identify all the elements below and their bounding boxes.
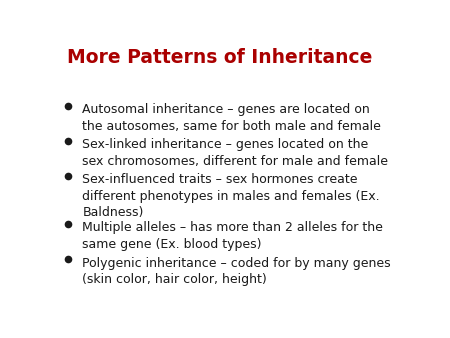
Text: More Patterns of Inheritance: More Patterns of Inheritance <box>67 48 372 67</box>
Text: Sex-influenced traits – sex hormones create
different phenotypes in males and fe: Sex-influenced traits – sex hormones cre… <box>82 173 380 219</box>
Text: Autosomal inheritance – genes are located on
the autosomes, same for both male a: Autosomal inheritance – genes are locate… <box>82 103 381 132</box>
Text: Multiple alleles – has more than 2 alleles for the
same gene (Ex. blood types): Multiple alleles – has more than 2 allel… <box>82 221 383 251</box>
Text: Sex-linked inheritance – genes located on the
sex chromosomes, different for mal: Sex-linked inheritance – genes located o… <box>82 138 388 168</box>
Text: Polygenic inheritance – coded for by many genes
(skin color, hair color, height): Polygenic inheritance – coded for by man… <box>82 257 391 286</box>
